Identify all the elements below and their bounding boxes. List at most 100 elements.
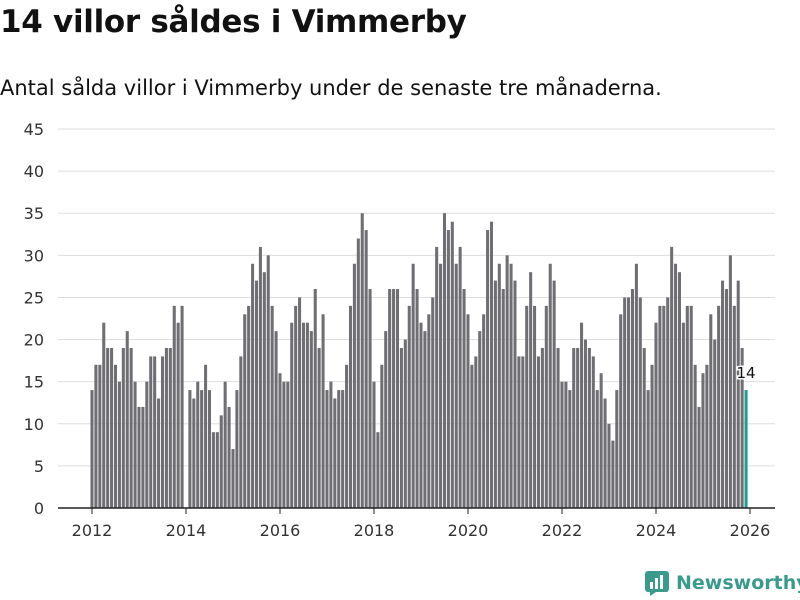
y-axis-ticks: 0 5 10 15 20 25 30 35 40 45: [24, 120, 44, 518]
chart-title: 14 villor såldes i Vimmerby: [0, 4, 467, 40]
bar: [489, 221, 494, 508]
bar: [262, 272, 266, 508]
bar: [450, 221, 454, 508]
bar: [372, 381, 376, 508]
bar: [172, 305, 176, 508]
bar: [458, 246, 462, 508]
bar: [376, 432, 380, 508]
bar: [548, 263, 552, 508]
bar: [149, 356, 153, 508]
bar: [454, 263, 458, 508]
bar: [309, 331, 313, 508]
y-tick-label: 0: [34, 499, 44, 518]
bar: [478, 331, 482, 508]
bar: [117, 381, 121, 508]
x-axis: 2012 2014 2016 2018 2020 2022 2024 2026: [58, 507, 775, 540]
bar: [439, 263, 443, 508]
x-tick-label: 2018: [354, 521, 395, 540]
bar: [619, 314, 623, 508]
bar: [258, 246, 262, 508]
bar: [239, 356, 243, 508]
bar: [368, 289, 372, 508]
bar: [153, 356, 157, 508]
bar: [341, 390, 345, 508]
bar: [388, 289, 392, 508]
bar: [630, 289, 634, 508]
bar: [329, 381, 333, 508]
x-tick-label: 2026: [730, 521, 771, 540]
bar: [501, 289, 505, 508]
bar: [646, 390, 650, 508]
x-tick-label: 2020: [448, 521, 489, 540]
bar: [294, 305, 298, 508]
bar: [697, 406, 701, 508]
bar-latest: [744, 390, 748, 508]
bar: [157, 398, 161, 508]
x-tick-label: 2022: [542, 521, 583, 540]
bar: [395, 289, 400, 508]
x-tick-label: 2014: [166, 521, 207, 540]
bar: [576, 347, 580, 508]
bar: [282, 381, 286, 508]
bar: [505, 255, 509, 508]
y-tick-label: 10: [24, 415, 44, 434]
bar: [650, 364, 654, 508]
bar: [521, 356, 525, 508]
bar: [717, 305, 721, 508]
bar: [482, 314, 486, 508]
bar: [231, 449, 235, 508]
bar: [662, 305, 666, 508]
bar: [137, 406, 141, 508]
bar: [493, 280, 497, 508]
bar: [740, 347, 744, 508]
bar: [243, 314, 247, 508]
bar: [419, 322, 423, 508]
bar: [517, 356, 521, 508]
bar: [470, 364, 474, 508]
bar: [113, 364, 118, 508]
bar: [333, 398, 337, 508]
bar: [94, 364, 98, 508]
bar: [529, 272, 533, 508]
y-tick-label: 40: [24, 162, 44, 181]
bar: [348, 305, 353, 508]
bar: [384, 331, 388, 508]
bar: [556, 347, 560, 508]
newsworthy-logo-icon: [645, 571, 669, 596]
bar: [356, 238, 360, 509]
bar: [106, 347, 110, 508]
bar: [442, 213, 447, 508]
bar: [654, 322, 658, 508]
bar: [254, 280, 259, 508]
y-tick-label: 30: [24, 246, 44, 265]
bar: [235, 390, 239, 508]
brand-logo[interactable]: Newsworthy: [644, 570, 800, 596]
bar: [180, 305, 184, 508]
bar: [431, 297, 435, 508]
bar: [728, 255, 732, 508]
bar: [164, 347, 168, 508]
bar: [540, 347, 544, 508]
bar: [204, 364, 208, 508]
bar: [98, 364, 102, 508]
chart-subtitle: Antal sålda villor i Vimmerby under de s…: [0, 76, 662, 100]
brand-name: Newsworthy: [676, 572, 800, 594]
bar: [125, 331, 129, 508]
bar: [513, 280, 517, 508]
bar: [724, 289, 728, 508]
bar: [325, 390, 329, 508]
bar: [160, 356, 165, 508]
bar: [552, 280, 556, 508]
bar: [486, 230, 490, 508]
bar: [544, 305, 548, 508]
bar: [192, 398, 196, 508]
bar: [560, 381, 564, 508]
bar: [591, 356, 595, 508]
y-tick-label: 25: [24, 288, 44, 307]
latest-value-label: 14: [737, 364, 756, 382]
bar: [732, 305, 736, 508]
bar: [110, 347, 114, 508]
bar: [337, 390, 341, 508]
bar: [497, 263, 501, 508]
bar: [301, 322, 306, 508]
